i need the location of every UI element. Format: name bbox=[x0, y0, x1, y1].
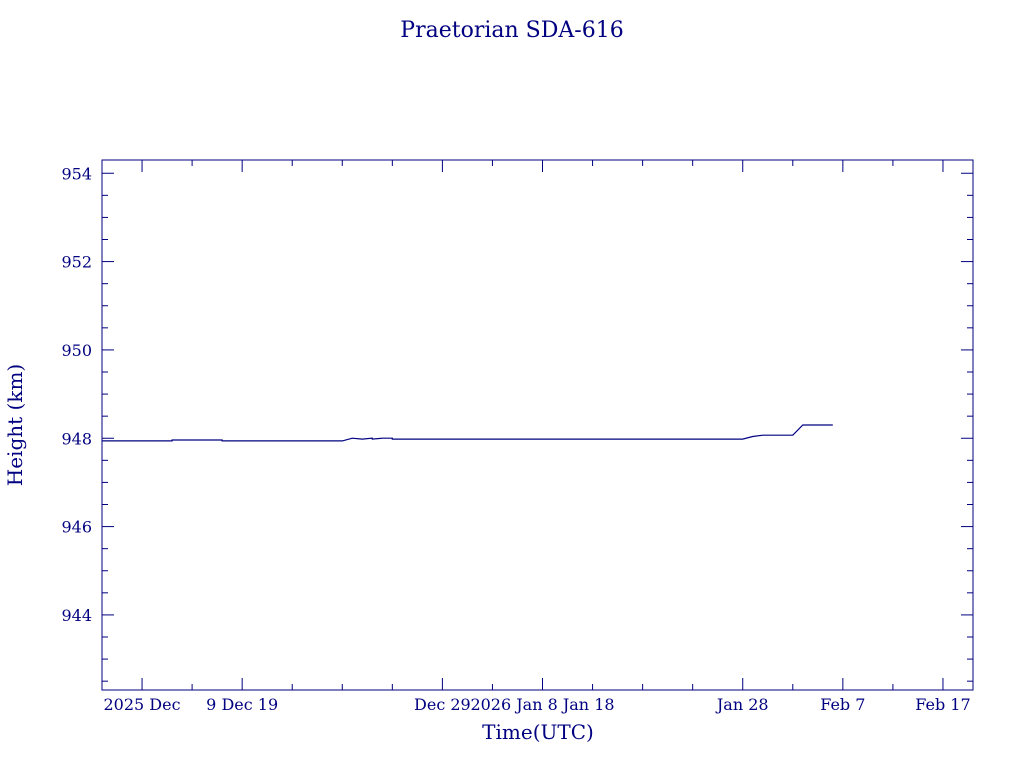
x-tick-label: Dec 29 bbox=[414, 695, 471, 714]
plot-frame bbox=[101, 159, 974, 691]
y-tick-label: 946 bbox=[61, 518, 92, 537]
x-tick-label: Feb 7 bbox=[820, 695, 865, 714]
y-tick-label: 954 bbox=[61, 164, 92, 183]
x-axis-label: Time(UTC) bbox=[482, 720, 594, 744]
height-series-line bbox=[102, 424, 833, 442]
x-tick-label: 9 Dec 19 bbox=[206, 695, 278, 714]
y-tick-label: 944 bbox=[61, 606, 92, 625]
x-tick-label: Jan 28 bbox=[715, 695, 769, 714]
y-axis: 944 946 948 950 952 954 bbox=[61, 164, 973, 682]
y-tick-label: 948 bbox=[61, 429, 92, 448]
chart-title: Praetorian SDA-616 bbox=[400, 18, 623, 43]
x-axis: 2025 Dec 9 Dec 19 Dec 29 2026 Jan 8 Jan 18 J… bbox=[104, 160, 971, 714]
x-tick-label: 2025 Dec bbox=[104, 695, 181, 714]
y-tick-label: 950 bbox=[61, 341, 92, 360]
x-tick-label: Feb 17 bbox=[915, 695, 970, 714]
y-axis-label: Height (km) bbox=[3, 364, 27, 486]
y-tick-label: 952 bbox=[61, 253, 92, 272]
x-tick-label: 2026 Jan 8 Jan 18 bbox=[470, 695, 614, 714]
